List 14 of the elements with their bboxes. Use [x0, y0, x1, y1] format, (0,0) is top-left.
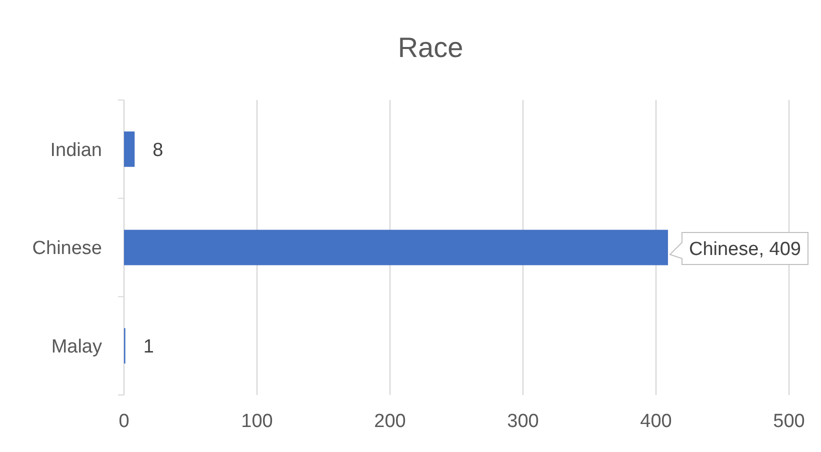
x-tick-label: 0 [118, 411, 130, 432]
data-label: 8 [152, 140, 164, 161]
bar [124, 131, 135, 167]
x-tick-label: 400 [640, 411, 672, 432]
data-label: Chinese, 409 [688, 239, 801, 260]
x-tick-label: 100 [241, 411, 273, 432]
x-tick-label: 500 [773, 411, 805, 432]
x-tick-label: 200 [374, 411, 406, 432]
data-label: 1 [143, 336, 154, 358]
x-tick-label: 300 [507, 411, 539, 432]
chart-title: Race [398, 32, 464, 63]
y-tick-label: Malay [51, 336, 102, 358]
y-tick-label: Chinese [32, 238, 102, 260]
y-tick-label: Indian [50, 140, 102, 161]
